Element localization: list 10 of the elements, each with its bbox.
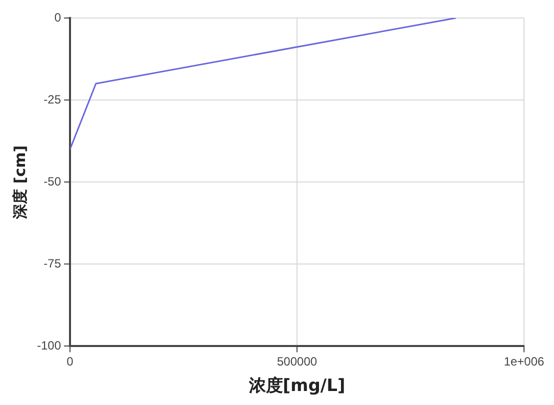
y-tick-label: -75 bbox=[44, 256, 62, 270]
y-tick-label: -100 bbox=[36, 338, 62, 353]
y-tick-label: -50 bbox=[44, 174, 62, 188]
x-tick-label: 1e+006 bbox=[504, 354, 545, 369]
y-tick-label: 0 bbox=[54, 10, 62, 24]
y-axis-title: 深度 [cm] bbox=[10, 145, 29, 220]
y-tick-label: -25 bbox=[44, 92, 62, 106]
x-tick-label: 0 bbox=[66, 354, 74, 369]
x-tick-label: 500000 bbox=[276, 354, 318, 369]
x-axis-title: 浓度[mg/L] bbox=[248, 376, 346, 396]
